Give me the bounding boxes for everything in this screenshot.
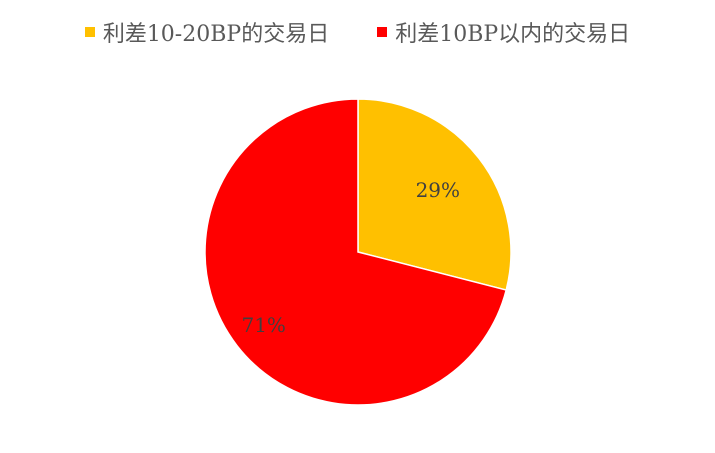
data-label-within-10bp: 71%	[241, 313, 285, 337]
slice-within-10bp	[204, 98, 508, 406]
legend-label-10-20bp: 利差10-20BP的交易日	[102, 22, 330, 47]
legend-item-within-10bp: 利差10BP以内的交易日	[377, 16, 630, 48]
data-label-10-20bp: 29%	[416, 178, 460, 202]
legend-item-10-20bp: 利差10-20BP的交易日	[84, 16, 330, 48]
legend-swatch-10-20bp	[84, 27, 95, 37]
slice-10-20bp	[357, 98, 512, 291]
legend-label-within-10bp: 利差10BP以内的交易日	[395, 22, 631, 47]
legend-swatch-within-10bp	[377, 27, 388, 37]
legend: 利差10-20BP的交易日 利差10BP以内的交易日	[0, 16, 715, 48]
